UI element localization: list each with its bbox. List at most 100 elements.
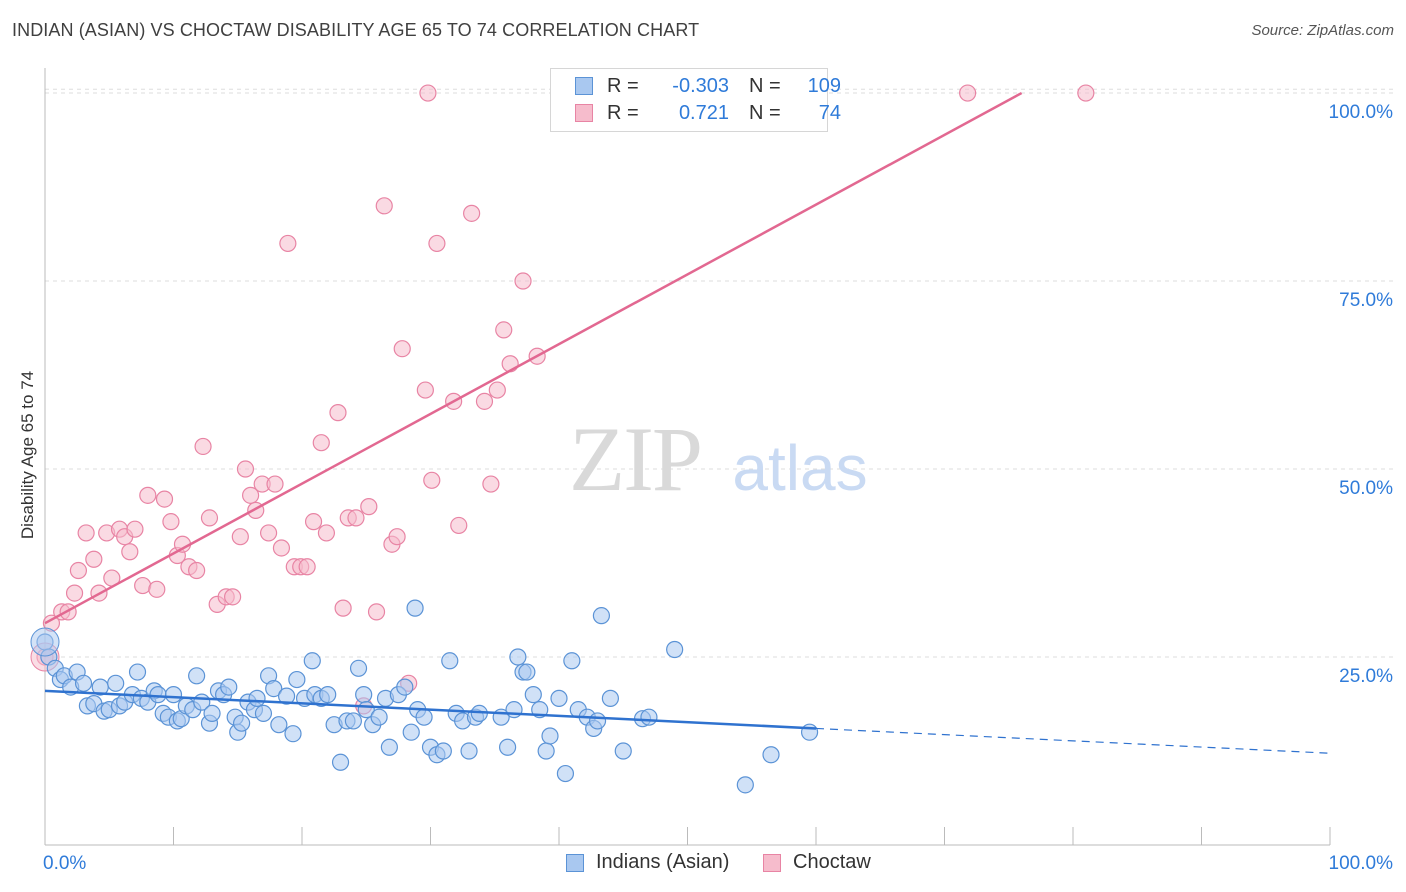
- choctaw-point: [334, 599, 352, 617]
- indian-asian-point: [499, 738, 517, 756]
- n-value: 74: [818, 101, 841, 124]
- y-axis-label: Disability Age 65 to 74: [18, 371, 37, 539]
- choctaw-point: [224, 588, 242, 606]
- indian-asian-point: [30, 627, 60, 657]
- indian-asian-point: [355, 686, 373, 704]
- indian-asian-point: [164, 686, 183, 704]
- legend-label: Indians (Asian): [596, 851, 730, 873]
- y-tick-label: 75.0%: [1339, 290, 1393, 311]
- pink-swatch: [763, 853, 781, 872]
- choctaw-point: [375, 197, 393, 215]
- indian-asian-point: [344, 712, 362, 730]
- indian-asian-point: [349, 659, 368, 677]
- indian-asian-trend-extension: [815, 727, 1331, 754]
- chart-title: INDIAN (ASIAN) VS CHOCTAW DISABILITY AGE…: [12, 20, 700, 40]
- indian-asian-point: [233, 714, 251, 732]
- pink-swatch: [575, 104, 593, 122]
- correlation-legend: R = -0.303 N = 109 R = 0.721 N = 74: [550, 68, 841, 132]
- indian-asian-point: [107, 674, 125, 692]
- choctaw-point: [304, 513, 323, 531]
- x-tick-label: 100.0%: [1329, 853, 1394, 874]
- n-label: N =: [749, 101, 781, 124]
- indian-asian-point: [800, 723, 819, 741]
- indian-asian-point: [601, 689, 620, 707]
- choctaw-point: [416, 381, 434, 399]
- choctaw-point: [298, 558, 316, 576]
- choctaw-point: [463, 204, 481, 222]
- choctaw-point: [134, 576, 152, 595]
- indian-asian-point: [188, 667, 206, 685]
- indian-asian-point: [128, 663, 147, 681]
- indian-asian-point: [434, 742, 452, 760]
- legend-item-choctaw: Choctaw: [763, 851, 871, 874]
- legend-label: Choctaw: [793, 851, 871, 873]
- indian-asian-point: [563, 652, 581, 670]
- choctaw-point: [272, 539, 291, 557]
- indian-asian-point: [396, 678, 414, 696]
- axes: [44, 68, 1331, 846]
- indian-asian-point: [537, 742, 555, 760]
- legend-row-indian-asian: R = -0.303 N = 109: [575, 73, 841, 99]
- choctaw-point: [188, 561, 206, 580]
- y-tick-label: 25.0%: [1339, 666, 1393, 687]
- choctaw-point: [475, 392, 494, 410]
- indian-asian-point: [762, 746, 780, 764]
- indian-asian-point: [203, 704, 221, 723]
- choctaw-point: [242, 486, 260, 504]
- indian-asian-point: [277, 687, 296, 705]
- watermark-atlas: atlas: [732, 432, 867, 504]
- indian-asian-point: [220, 678, 238, 696]
- n-value: 109: [807, 74, 841, 97]
- r-label: R =: [607, 74, 639, 97]
- y-tick-label: 50.0%: [1339, 478, 1393, 499]
- choctaw-point: [423, 471, 441, 489]
- choctaw-point: [959, 84, 977, 102]
- choctaw-point: [200, 509, 219, 527]
- choctaw-point: [266, 475, 284, 493]
- choctaw-point: [514, 272, 532, 290]
- indian-asian-points: [30, 599, 819, 794]
- r-value: 0.721: [678, 101, 729, 124]
- indian-asian-point: [149, 686, 167, 704]
- trend-lines: [44, 91, 1331, 754]
- choctaw-point: [367, 603, 386, 621]
- indian-asian-point: [509, 648, 527, 666]
- choctaw-point: [312, 434, 330, 452]
- choctaw-point: [419, 84, 437, 102]
- y-tick-label: 100.0%: [1329, 102, 1394, 123]
- indian-asian-point: [666, 640, 684, 659]
- blue-swatch: [566, 853, 584, 872]
- choctaw-point: [85, 550, 103, 568]
- choctaw-point: [393, 340, 411, 358]
- indian-asian-point: [331, 753, 350, 771]
- indian-asian-point: [614, 742, 632, 760]
- r-label: R =: [607, 101, 639, 124]
- indian-asian-point: [406, 599, 424, 617]
- choctaw-point: [495, 321, 513, 339]
- indian-asian-point: [288, 670, 306, 689]
- choctaw-point: [126, 520, 144, 538]
- legend-row-choctaw: R = 0.721 N = 74: [575, 100, 841, 126]
- choctaw-point: [155, 490, 174, 508]
- r-value: -0.303: [672, 74, 729, 97]
- indian-asian-point: [415, 708, 433, 726]
- indian-asian-point: [640, 708, 658, 726]
- legend-item-indian-asian: Indians (Asian): [566, 851, 729, 874]
- indian-asian-point: [248, 689, 266, 707]
- indian-asian-point: [284, 725, 302, 743]
- series-legend: Indians (Asian) Choctaw: [0, 851, 1406, 877]
- choctaw-point: [139, 486, 157, 504]
- tick-labels: 25.0% 50.0% 75.0% 100.0% 0.0% 100.0%: [43, 102, 1393, 874]
- choctaw-point: [347, 509, 365, 527]
- choctaw-point: [148, 580, 166, 598]
- indian-asian-point: [592, 607, 611, 625]
- choctaw-point: [121, 543, 139, 561]
- choctaw-point: [360, 498, 378, 516]
- n-label: N =: [749, 74, 781, 97]
- indian-asian-point: [524, 686, 542, 704]
- choctaw-point: [69, 561, 88, 580]
- indian-asian-trend-line: [44, 689, 817, 730]
- indian-asian-point: [265, 679, 283, 698]
- indian-asian-point: [736, 776, 754, 794]
